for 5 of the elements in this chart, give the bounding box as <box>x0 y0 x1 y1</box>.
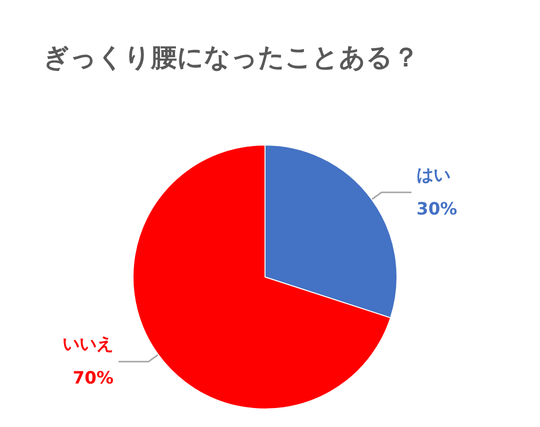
slice-label: いいえ <box>62 334 114 355</box>
data-label: 70% <box>72 368 114 389</box>
data-label: 30% <box>416 199 458 220</box>
chart-title: ぎっくり腰になったことある？ <box>43 43 419 73</box>
slice-label: はい <box>416 165 450 186</box>
